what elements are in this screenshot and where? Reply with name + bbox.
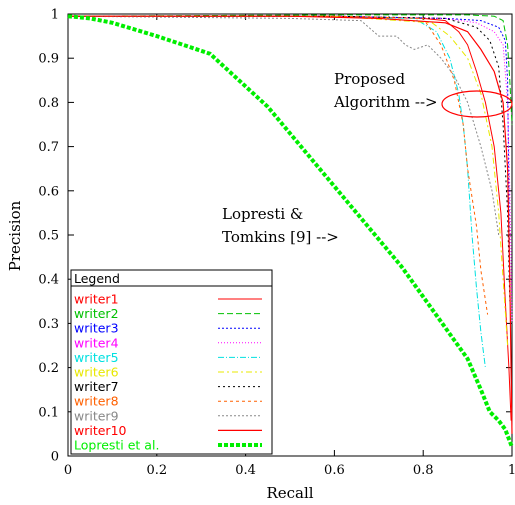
legend-label-4: writer4 [74, 335, 119, 350]
series-line-8 [68, 15, 489, 315]
series-line-3 [68, 15, 511, 280]
series-line-2 [67, 14, 513, 125]
y-tick-label: 0.8 [38, 96, 59, 111]
annotation-lopresti-line2: Tomkins [9] --> [222, 228, 339, 246]
series-line-7 [68, 15, 511, 302]
y-axis: 0 0.1 0.2 0.3 0.4 0.5 0.6 0.7 0.8 0.9 1 [38, 8, 512, 465]
x-tick-label: 0.4 [235, 463, 256, 478]
annotation-lopresti: Lopresti & Tomkins [9] --> [222, 205, 339, 246]
y-axis-label: Precision [6, 200, 24, 271]
x-tick-label: 0.8 [413, 463, 434, 478]
y-tick-label: 0.1 [38, 405, 59, 420]
annotation-proposed-line1: Proposed [334, 70, 406, 88]
legend-items: writer1writer2writer3writer4writer5write… [74, 292, 262, 453]
legend-label-1: writer1 [74, 292, 119, 307]
series-line-11 [67, 14, 514, 448]
legend-label-3: writer3 [74, 321, 119, 336]
legend-label-11: Lopresti et al. [74, 438, 159, 453]
series-line-5 [68, 15, 486, 368]
legend: Legend writer1writer2writer3writer4write… [70, 269, 273, 455]
legend-label-2: writer2 [74, 306, 119, 321]
annotation-lopresti-line1: Lopresti & [222, 205, 303, 223]
proposed-algorithm-ellipse [441, 90, 513, 118]
series-line-6 [68, 15, 509, 346]
y-tick-label: 0.3 [38, 317, 59, 332]
legend-box [70, 269, 273, 455]
legend-label-7: writer7 [74, 379, 119, 394]
legend-title: Legend [74, 271, 120, 286]
x-axis-label: Recall [266, 484, 313, 502]
legend-label-8: writer8 [74, 394, 119, 409]
series-layer [67, 14, 514, 448]
legend-label-5: writer5 [74, 350, 119, 365]
series-line-4 [68, 15, 513, 324]
y-tick-label: 0.7 [38, 140, 59, 155]
y-tick-label: 0.6 [38, 184, 59, 199]
y-tick-label: 1 [51, 8, 59, 23]
legend-label-6: writer6 [74, 365, 119, 380]
x-tick-label: 0.6 [324, 463, 345, 478]
y-tick-label: 0.4 [38, 273, 59, 288]
y-tick-label: 0.2 [38, 361, 59, 376]
x-tick-label: 0 [64, 463, 72, 478]
x-tick-label: 1 [508, 463, 515, 478]
x-tick-label: 0.2 [146, 463, 167, 478]
annotation-proposed: Proposed Algorithm --> [333, 70, 438, 111]
y-tick-label: 0.5 [38, 229, 59, 244]
y-tick-label: 0.9 [38, 52, 59, 67]
legend-label-10: writer10 [74, 423, 127, 438]
y-tick-label: 0 [51, 450, 59, 465]
annotation-proposed-line2: Algorithm --> [333, 93, 438, 111]
legend-label-9: writer9 [74, 408, 119, 423]
series-line-9 [67, 15, 500, 236]
series-line-10 [68, 15, 513, 434]
